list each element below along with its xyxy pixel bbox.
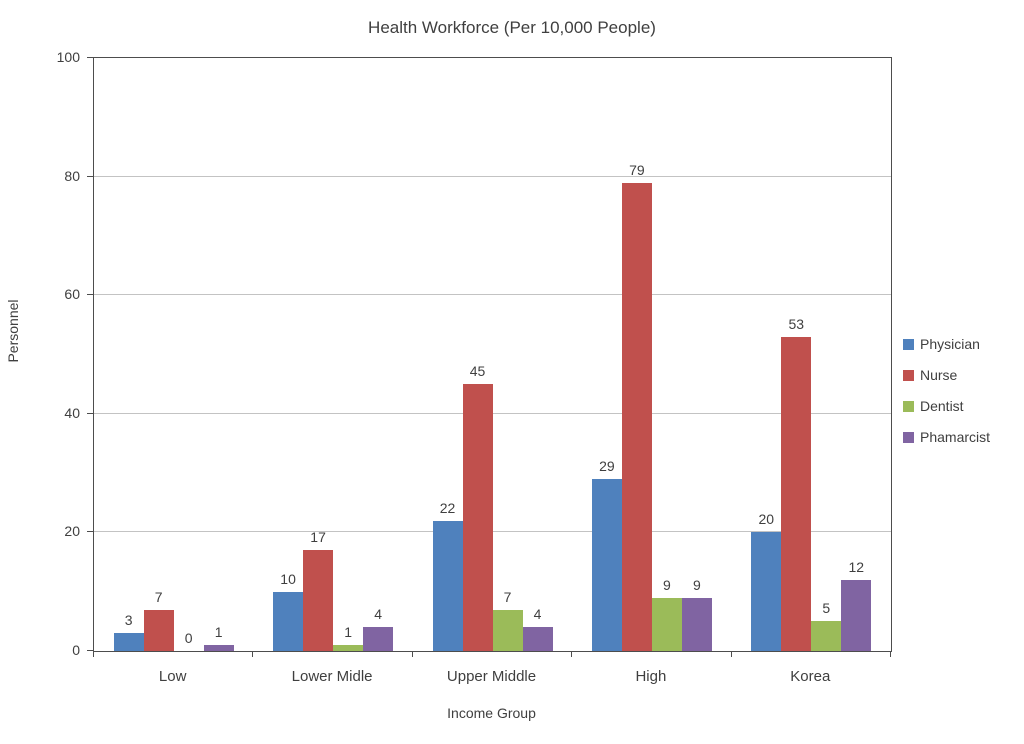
y-tick-mark (87, 412, 93, 414)
bar-nurse-lower-midle (303, 550, 334, 651)
bar-value-label: 0 (184, 630, 193, 646)
bar-value-label: 4 (533, 606, 542, 623)
legend-swatch-physician (903, 338, 914, 350)
chart-title: Health Workforce (Per 10,000 People) (368, 18, 656, 37)
legend: Physician Nurse Dentist Phamarcist (903, 336, 991, 461)
bar-value-label: 4 (374, 606, 382, 623)
x-tick-mark (571, 651, 573, 657)
bar-value-label: 1 (214, 624, 223, 641)
bar-value-label: 45 (469, 363, 486, 380)
legend-item-dentist: Dentist (903, 398, 990, 414)
bar-nurse-korea (781, 336, 812, 651)
bar-phamarcist-lower-midle (363, 627, 394, 651)
x-tick-mark (252, 651, 254, 657)
y-tick-label: 60 (64, 286, 80, 303)
y-tick-label: 0 (72, 642, 80, 658)
bar-physician-low (113, 633, 144, 651)
bar-value-label: 22 (439, 499, 456, 516)
y-tick-label: 100 (56, 49, 80, 65)
gridline (94, 412, 891, 414)
x-tick-mark (890, 651, 891, 657)
bar-value-label: 12 (848, 558, 865, 575)
legend-swatch-dentist (903, 400, 914, 412)
bar-value-label: 3 (124, 612, 133, 629)
y-tick-label: 20 (64, 523, 80, 540)
x-category-label: Lower Midle (291, 668, 373, 685)
bar-physician-lower-midle (273, 591, 304, 651)
bar-nurse-high (621, 182, 652, 651)
bar-phamarcist-korea (841, 579, 872, 651)
bar-value-label: 29 (599, 458, 615, 475)
gridline (94, 531, 891, 533)
legend-label: Physician (920, 336, 980, 352)
bar-value-label: 7 (503, 588, 512, 605)
legend-label: Dentist (920, 398, 964, 414)
y-tick-label: 40 (64, 404, 80, 421)
bar-nurse-upper-middle (462, 384, 493, 651)
legend-swatch-phamarcist (903, 431, 914, 443)
bar-dentist-korea (811, 621, 842, 651)
legend-swatch-nurse (903, 369, 914, 381)
bar-value-label: 20 (758, 511, 775, 528)
gridline (94, 175, 891, 177)
y-tick-label: 80 (64, 167, 80, 184)
bar-dentist-high (651, 597, 682, 651)
x-category-label: High (635, 668, 667, 685)
bar-value-label: 17 (310, 529, 326, 546)
x-category-label: Korea (790, 668, 831, 685)
y-tick-mark (87, 531, 93, 533)
bar-value-label: 9 (662, 576, 671, 593)
x-tick-mark (93, 651, 94, 657)
bar-value-label: 9 (692, 576, 701, 593)
legend-label: Phamarcist (920, 429, 991, 445)
bar-phamarcist-low (203, 645, 234, 651)
y-axis-title: Personnel (5, 299, 21, 363)
bar-value-label: 5 (822, 600, 831, 617)
y-tick-mark (87, 650, 93, 651)
x-category-label: Upper Middle (446, 668, 537, 685)
bar-nurse-low (143, 609, 174, 651)
gridline (94, 294, 891, 296)
x-axis-title: Income Group (447, 705, 536, 721)
bar-value-label: 1 (344, 624, 352, 641)
legend-label: Nurse (920, 367, 958, 383)
y-tick-mark (87, 57, 93, 58)
bar-physician-high (591, 479, 622, 651)
bar-physician-upper-middle (432, 520, 463, 651)
y-tick-mark (87, 175, 93, 177)
bar-phamarcist-upper-middle (522, 627, 553, 651)
legend-item-physician: Physician (903, 336, 990, 352)
bar-dentist-lower-midle (333, 645, 364, 651)
legend-item-nurse: Nurse (903, 367, 990, 383)
x-tick-mark (730, 651, 732, 657)
bar-dentist-upper-middle (492, 609, 523, 651)
legend-item-phamarcist: Phamarcist (903, 429, 991, 445)
x-category-label: Low (158, 668, 187, 685)
bar-physician-korea (751, 532, 782, 651)
bar-value-label: 10 (280, 570, 296, 587)
bar-value-label: 7 (154, 588, 163, 605)
y-tick-mark (87, 294, 93, 296)
bar-value-label: 79 (629, 161, 645, 178)
bar-value-label: 53 (788, 315, 805, 332)
x-tick-mark (411, 651, 413, 657)
bar-phamarcist-high (681, 597, 712, 651)
plot-area: 3 7 0 1 10 17 1 4 22 45 7 4 29 79 9 9 20 53 5 12 (93, 57, 892, 652)
